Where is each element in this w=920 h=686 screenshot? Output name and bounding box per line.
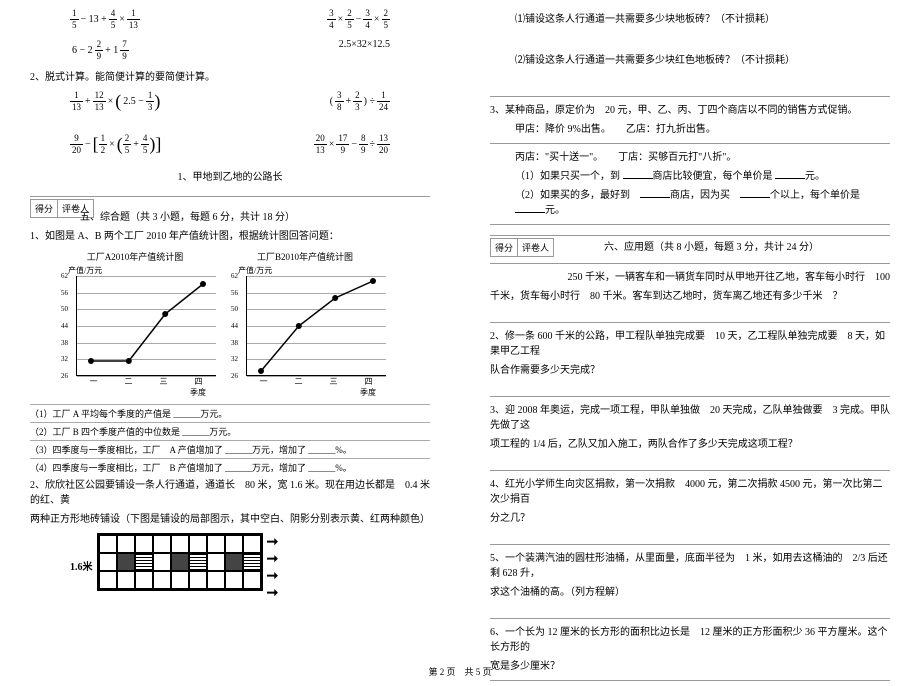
q6-2: 2、修一条 600 千米的公路，甲工程队单独完成要 10 天，乙工程队单独完成要…: [490, 329, 890, 359]
q2-label: 2、脱式计算。能简便计算的要简便计算。: [30, 70, 430, 86]
tile-q2: 两种正方形地砖铺设（下图是铺设的局部图示，其中空白、阴影分别表示黄、红两种颜色）: [30, 512, 430, 527]
arrow-icon: ➞: [267, 534, 279, 551]
r-q3e: （2）如果买的多，最好到 商店，因为买 个以上，每个单价是 元。: [490, 188, 890, 218]
q6-3b: 项工程的 1/4 后，乙队又加入施工，两队合作了多少天完成这项工程？: [490, 437, 890, 452]
math-row-4: 920−[12×(25+45)] 2013×179−89÷1320: [30, 133, 430, 156]
tile-q1: 2、欣欣社区公园要铺设一条人行通道，通道长 80 米，宽 1.6 米。现在用边长…: [30, 478, 430, 508]
r-q2: ⑵铺设这条人行通道一共需要多少块红色地板砖？（不计损耗）: [490, 53, 890, 68]
q6-1a: 250 千米，一辆客车和一辆货车同时从甲地开往乙地，客车每小时行 100: [490, 270, 890, 285]
chart-sub-item: （2）工厂 B 四个季度产值的中位数是 ______万元。: [30, 422, 430, 438]
expr-1a: 15− 13 +45×113: [70, 8, 140, 31]
expr-4a: 920−[12×(25+45)]: [70, 133, 161, 156]
expr-1b: 34×25−34×25: [327, 8, 390, 31]
q6-2b: 队合作需要多少天完成？: [490, 363, 890, 378]
math-row-1: 15− 13 +45×113 34×25−34×25: [30, 8, 430, 31]
q6-4: 4、红光小学师生向灾区捐款，第一次捐款 4000 元，第二次捐款 4500 元，…: [490, 477, 890, 507]
tile-arrows: ➞ ➞ ➞ ➞: [267, 534, 279, 590]
q-mid-note: 1、甲地到乙地的公路长: [30, 170, 430, 186]
chart-b: 工厂B2010年产值统计图 产值/万元 26323844505662 一二三四 …: [230, 250, 380, 398]
chart-b-xaxis: 季度: [230, 387, 380, 398]
arrow-icon: ➞: [267, 551, 279, 568]
expr-2b: 2.5×32×12.5: [339, 39, 390, 62]
math-row-3: 113+1213×(2.5 −13) (38+23) ÷124: [30, 90, 430, 113]
grader-label: 评卷人: [518, 239, 553, 256]
score-label: 得分: [491, 239, 518, 256]
charts-row: 工厂A2010年产值统计图 产值/万元 26323844505662 一二三四 …: [60, 250, 430, 398]
section-6-title: 六、应用题（共 8 小题，每题 3 分，共计 24 分）: [604, 238, 819, 253]
r-q3d: （1）如果只买一个，到 商店比较便宜，每个单价是 元。: [490, 169, 890, 184]
tile-diagram: 1.6米 ➞ ➞ ➞ ➞: [70, 533, 430, 591]
chart-sub-item: （3）四季度与一季度相比，工厂 A 产值增加了 ______万元，增加了 ___…: [30, 440, 430, 456]
chart-b-title: 工厂B2010年产值统计图: [230, 250, 380, 263]
r-q1: ⑴铺设这条人行通道一共需要多少块地板砖？（不计损耗）: [490, 12, 890, 27]
math-row-2: 6 − 229+ 179 2.5×32×12.5: [30, 39, 430, 62]
chart-b-ylabel: 产值/万元: [230, 265, 380, 276]
expr-3a: 113+1213×(2.5 −13): [70, 90, 160, 113]
q6-4b: 分之几？: [490, 511, 890, 526]
r-q3b: 甲店：降价 9%出售。 乙店：打九折出售。: [490, 122, 890, 137]
chart-question: 1、如图是 A、B 两个工厂 2010 年产值统计图，根据统计图回答问题：: [30, 229, 430, 244]
r-q3c: 丙店："买十送一"。 丁店：买够百元打"八折"。: [490, 150, 890, 165]
expr-3b: (38+23) ÷124: [328, 90, 390, 113]
section-5-title: 五、综合题（共 3 小题，每题 6 分，共计 18 分）: [80, 208, 430, 223]
score-label: 得分: [31, 200, 58, 217]
chart-a-title: 工厂A2010年产值统计图: [60, 250, 210, 263]
score-box-6: 得分 评卷人: [490, 238, 554, 257]
page-footer: 第 2 页 共 5 页: [0, 665, 920, 678]
q6-1b: 千米，货车每小时行 80 千米。客车到达乙地时，货车离乙地还有多少千米 ？: [490, 289, 890, 304]
chart-sub-item: （4）四季度与一季度相比，工厂 B 产值增加了 ______万元，增加了 ___…: [30, 458, 430, 474]
arrow-icon: ➞: [267, 585, 279, 602]
arrow-icon: ➞: [267, 568, 279, 585]
q6-3: 3、迎 2008 年奥运，完成一项工程，甲队单独做 20 天完成，乙队单独做要 …: [490, 403, 890, 433]
chart-sub-item: （1）工厂 A 平均每个季度的产值是 ______万元。: [30, 404, 430, 420]
q6-5: 5、一个装满汽油的圆柱形油桶，从里面量，底面半径为 1 米，如用去这桶油的 2/…: [490, 551, 890, 581]
q6-6: 6、一个长为 12 厘米的长方形的面积比边长是 12 厘米的正方形面积少 36 …: [490, 625, 890, 655]
expr-4b: 2013×179−89÷1320: [314, 133, 390, 156]
tile-height-label: 1.6米: [70, 558, 93, 591]
chart-a-xaxis: 季度: [60, 387, 210, 398]
chart-a-ylabel: 产值/万元: [60, 265, 210, 276]
r-q3a: 3、某种商品，原定价为 20 元，甲、乙、丙、丁四个商店以不同的销售方式促销。: [490, 103, 890, 118]
section-6-header: 得分 评卷人 六、应用题（共 8 小题，每题 3 分，共计 24 分）: [490, 235, 890, 257]
q6-5b: 求这个油桶的高。（列方程解）: [490, 585, 890, 600]
expr-2a: 6 − 229+ 179: [70, 39, 129, 62]
chart-a: 工厂A2010年产值统计图 产值/万元 26323844505662 一二三四 …: [60, 250, 210, 398]
